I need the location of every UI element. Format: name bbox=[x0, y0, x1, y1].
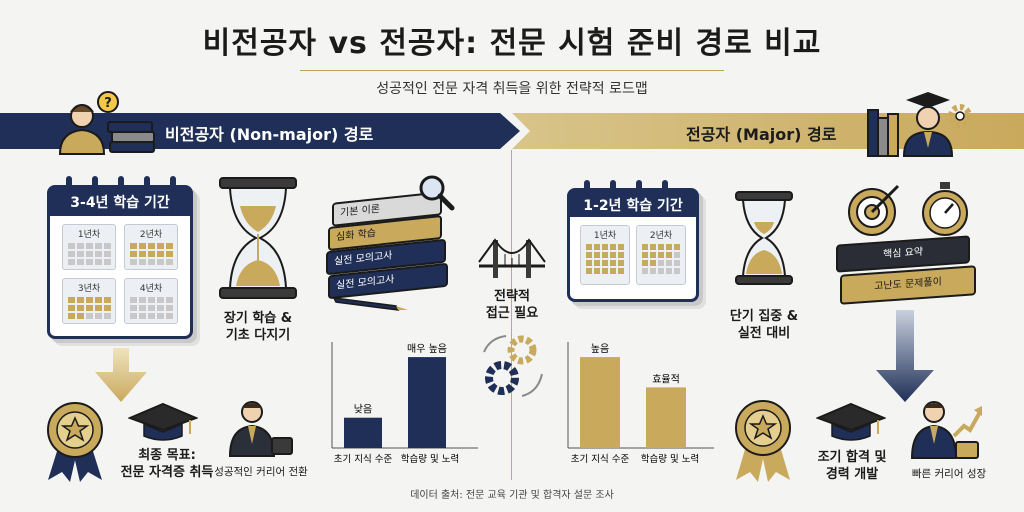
bar-value-label: 낮음 bbox=[354, 404, 372, 416]
center-divider-line bbox=[511, 150, 512, 480]
bar-value-label: 높음 bbox=[591, 343, 609, 355]
year-2-cell: 2년차 bbox=[636, 225, 686, 285]
x-tick-label: 학습량 및 노력 bbox=[401, 453, 459, 465]
year-3-cell: 3년차 bbox=[62, 278, 116, 324]
calendar-ring bbox=[118, 176, 124, 190]
graduation-cap-icon bbox=[128, 402, 198, 441]
stopwatch-icon bbox=[922, 182, 968, 236]
hourglass-icon bbox=[735, 191, 793, 285]
center-label-1: 전략적 bbox=[494, 289, 530, 304]
calendar-ring bbox=[636, 180, 642, 194]
calendar-title: 3-4년 학습 기간 bbox=[50, 188, 190, 216]
down-arrow-icon bbox=[876, 310, 934, 402]
magnifier-icon bbox=[419, 175, 455, 211]
calendar-ring bbox=[170, 176, 176, 190]
calendar-ring bbox=[584, 180, 590, 194]
calendar-ring bbox=[66, 176, 72, 190]
medal-icon bbox=[47, 402, 103, 482]
non-major-banner-label: 비전공자 (Non-major) 경로 bbox=[165, 125, 374, 144]
title-divider bbox=[300, 70, 724, 71]
gears-cycle-icon bbox=[483, 335, 543, 397]
goal-label-1: 조기 합격 및 bbox=[817, 450, 887, 465]
bar-value-label: 매우 높음 bbox=[407, 343, 447, 355]
calendar-ring bbox=[144, 176, 150, 190]
page-title: 비전공자 vs 전공자: 전문 시험 준비 경로 비교 bbox=[202, 26, 822, 61]
non-major-calendar: 3-4년 학습 기간 1년차 2년차 3년차 4년차 bbox=[47, 185, 193, 339]
target-icon bbox=[848, 184, 900, 236]
hourglass-label-1: 장기 학습 & bbox=[223, 311, 293, 326]
career-label: 성공적인 커리어 전환 bbox=[214, 466, 308, 478]
year-1-cell: 1년차 bbox=[580, 225, 630, 285]
hourglass-label-2: 실전 대비 bbox=[737, 326, 791, 341]
calendar-ring bbox=[662, 180, 668, 194]
businessman-icon bbox=[228, 401, 293, 457]
major-calendar: 1-2년 학습 기간 1년차 2년차 bbox=[567, 188, 699, 302]
bridge-icon bbox=[478, 238, 546, 278]
chart-bar bbox=[408, 357, 446, 448]
svg-text:?: ? bbox=[104, 96, 112, 111]
year-2-cell: 2년차 bbox=[124, 224, 178, 270]
pen-icon bbox=[332, 297, 408, 311]
book-hard-problems: 고난도 문제풀이 bbox=[840, 265, 976, 305]
calendar-ring bbox=[92, 176, 98, 190]
goal-label-2: 경력 개발 bbox=[825, 467, 879, 482]
person-question-icon: ? bbox=[58, 91, 155, 155]
non-major-bar-chart: 낮음 매우 높음 초기 지식 수준 학습량 및 노력 bbox=[331, 342, 478, 465]
year-4-cell: 4년차 bbox=[124, 278, 178, 324]
chart-bar bbox=[646, 387, 686, 448]
chart-bar bbox=[344, 417, 382, 448]
bar-value-label: 효율적 bbox=[652, 373, 680, 385]
down-arrow-icon bbox=[95, 348, 147, 402]
page-subtitle: 성공적인 전문 자격 취득을 위한 전략적 로드맵 bbox=[376, 81, 648, 97]
center-label-2: 접근 필요 bbox=[485, 306, 539, 321]
growth-businessman-icon bbox=[910, 401, 982, 459]
year-1-cell: 1년차 bbox=[62, 224, 116, 270]
data-source: 데이터 출처: 전문 교육 기관 및 합격자 설문 조사 bbox=[410, 490, 614, 501]
career-label: 빠른 커리어 성장 bbox=[911, 468, 987, 480]
chart-bar bbox=[580, 357, 620, 448]
x-tick-label: 학습량 및 노력 bbox=[641, 453, 699, 465]
calendar-title: 1-2년 학습 기간 bbox=[570, 191, 696, 217]
medal-icon bbox=[735, 400, 791, 482]
major-banner-label: 전공자 (Major) 경로 bbox=[686, 125, 837, 144]
major-bar-chart: 높음 효율적 초기 지식 수준 학습량 및 노력 bbox=[567, 342, 714, 465]
x-tick-label: 초기 지식 수준 bbox=[334, 454, 393, 465]
graduation-cap-icon bbox=[816, 402, 886, 441]
calendar-ring bbox=[610, 180, 616, 194]
hourglass-icon bbox=[219, 177, 297, 299]
x-tick-label: 초기 지식 수준 bbox=[571, 454, 630, 465]
goal-label-2: 전문 자격증 취득 bbox=[120, 465, 214, 480]
hourglass-label-2: 기초 다지기 bbox=[225, 328, 291, 343]
goal-label-1: 최종 목표: bbox=[138, 448, 196, 463]
graduate-gear-icon bbox=[867, 92, 972, 157]
hourglass-label-1: 단기 집중 & bbox=[729, 309, 799, 324]
